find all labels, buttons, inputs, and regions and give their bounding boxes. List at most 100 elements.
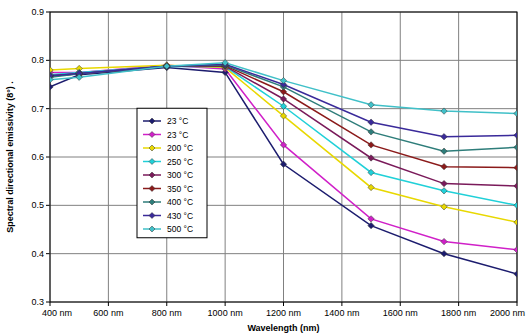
legend-label: 23 °C: [167, 130, 188, 140]
tick-label: 0.9: [31, 7, 44, 17]
legend-label: 250 °C: [167, 157, 193, 167]
marker: [50, 76, 53, 82]
marker: [514, 247, 517, 253]
tick-mark: [458, 302, 459, 306]
marker: [514, 132, 517, 138]
marker: [280, 96, 286, 102]
tick-label: 1800 nm: [441, 308, 476, 318]
legend-label: 23 °C: [167, 116, 188, 126]
tick-mark: [46, 108, 50, 109]
legend-marker: [149, 226, 155, 232]
tick-label: 0.6: [31, 152, 44, 162]
tick-mark: [108, 302, 109, 306]
legend-label: 300 °C: [167, 170, 193, 180]
plot-frame: [50, 12, 517, 302]
tick-label: 2000 nm: [490, 308, 525, 318]
series-line: [50, 65, 517, 250]
marker: [441, 134, 447, 140]
tick-mark: [341, 302, 342, 306]
marker: [441, 163, 447, 169]
tick-label: 1400 nm: [324, 308, 359, 318]
legend-marker: [149, 145, 155, 151]
grid-line: [283, 12, 284, 302]
legend-label: 500 °C: [167, 224, 193, 234]
marker: [514, 219, 517, 225]
marker: [164, 63, 170, 69]
legend-label: 400 °C: [167, 197, 193, 207]
tick-label: 0.8: [31, 55, 44, 65]
marker: [164, 63, 170, 69]
tick-label: 400 nm: [42, 308, 72, 318]
marker: [514, 110, 517, 116]
marker: [164, 63, 170, 69]
tick-mark: [46, 253, 50, 254]
legend-marker: [149, 159, 155, 165]
tick-mark: [46, 205, 50, 206]
tick-mark: [46, 60, 50, 61]
legend-box: [137, 108, 207, 238]
tick-label: 800 nm: [152, 308, 182, 318]
tick-label: 1600 nm: [383, 308, 418, 318]
marker: [164, 62, 170, 68]
legend-marker: [149, 132, 155, 138]
tick-label: 1200 nm: [266, 308, 301, 318]
series-line: [50, 65, 517, 222]
marker: [441, 148, 447, 154]
tick-mark: [283, 302, 284, 306]
marker: [514, 164, 517, 170]
marker: [441, 108, 447, 114]
marker: [164, 63, 170, 69]
tick-mark: [517, 302, 518, 306]
marker: [368, 216, 374, 222]
tick-label: 0.5: [31, 200, 44, 210]
tick-mark: [50, 302, 51, 306]
marker: [280, 113, 286, 119]
grid-line: [225, 12, 226, 302]
marker: [514, 202, 517, 208]
plot-area: [50, 12, 517, 302]
marker: [280, 77, 286, 83]
marker: [368, 184, 374, 190]
marker: [368, 102, 374, 108]
series-line: [50, 66, 517, 205]
tick-mark: [225, 302, 226, 306]
series-group: [50, 60, 517, 278]
marker: [76, 74, 82, 80]
legend-marker: [149, 186, 155, 192]
tick-mark: [46, 12, 50, 13]
grid-line: [108, 12, 109, 302]
tick-label: 0.4: [31, 249, 44, 259]
tick-label: 600 nm: [93, 308, 123, 318]
marker: [514, 144, 517, 150]
marker: [368, 119, 374, 125]
marker: [441, 204, 447, 210]
marker: [441, 180, 447, 186]
tick-label: 0.7: [31, 104, 44, 114]
legend: 23 °C 23 °C 200 °C 250 °C 300 °C 350 °C 400 °C…: [137, 108, 207, 238]
marker: [50, 84, 53, 90]
marker: [368, 155, 374, 161]
marker: [441, 238, 447, 244]
marker: [368, 222, 374, 228]
legend-label: 350 °C: [167, 184, 193, 194]
marker: [222, 60, 228, 66]
chart: 0.3 0.4 0.5 0.6 0.7 0.8 0.9 400 nm 600 nm 800 nm 1…: [0, 0, 528, 335]
series-line: [50, 65, 517, 151]
legend-label: 200 °C: [167, 143, 193, 153]
tick-label: 0.3: [31, 297, 44, 307]
marker: [164, 63, 170, 69]
tick-mark: [166, 302, 167, 306]
marker: [280, 142, 286, 148]
marker: [280, 161, 286, 167]
legend-marker: [149, 199, 155, 205]
legend-marker: [149, 213, 155, 219]
x-axis-title: Wavelength (nm): [247, 323, 319, 333]
grid-line: [400, 12, 401, 302]
legend-marker: [149, 172, 155, 178]
marker: [441, 188, 447, 194]
series-line: [50, 68, 517, 274]
marker: [514, 183, 517, 189]
tick-mark: [46, 302, 50, 303]
tick-label: 1000 nm: [208, 308, 243, 318]
marker: [164, 62, 170, 68]
